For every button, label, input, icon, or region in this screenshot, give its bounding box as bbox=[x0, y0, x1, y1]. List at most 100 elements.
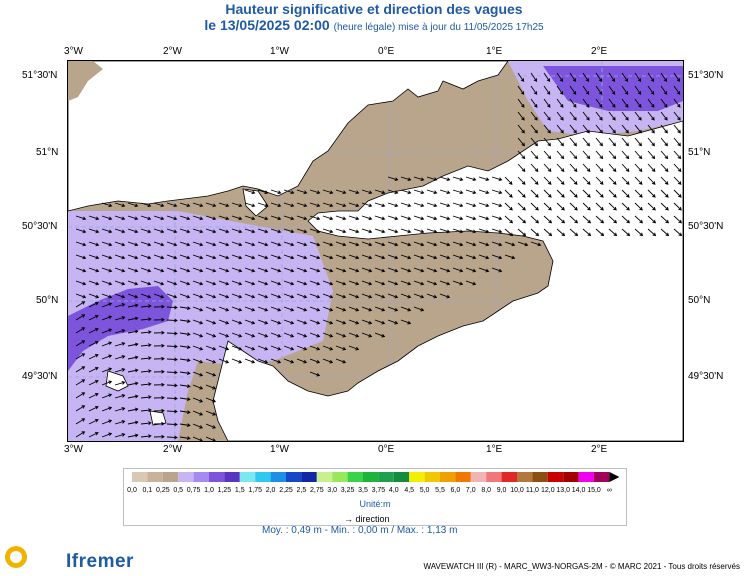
scale-level-label: 6,0 bbox=[450, 487, 461, 494]
lat-label-left: 50°N bbox=[36, 295, 59, 306]
wave-direction-arrow bbox=[244, 228, 256, 234]
wave-height-map[interactable] bbox=[67, 60, 684, 442]
wave-direction-arrow bbox=[439, 241, 451, 247]
wave-direction-arrow bbox=[673, 150, 682, 160]
wave-direction-arrow bbox=[296, 345, 308, 351]
wave-direction-arrow bbox=[647, 98, 655, 108]
wave-direction-arrow bbox=[634, 98, 642, 108]
wave-direction-arrow bbox=[426, 228, 438, 234]
wave-direction-arrow bbox=[127, 342, 139, 347]
wave-direction-arrow bbox=[426, 293, 438, 299]
lon-label-bottom: 2°W bbox=[163, 444, 182, 455]
map-title: Hauteur significative et direction des v… bbox=[225, 1, 523, 17]
wave-direction-arrow bbox=[400, 293, 412, 299]
wave-direction-arrow bbox=[257, 241, 269, 247]
wave-direction-arrow bbox=[101, 328, 113, 334]
wave-direction-arrow bbox=[478, 202, 490, 208]
scale-level-label: 8,0 bbox=[481, 487, 492, 494]
wave-direction-arrow bbox=[101, 228, 113, 234]
wave-direction-arrow bbox=[218, 306, 230, 312]
wave-direction-arrow bbox=[296, 215, 308, 221]
wave-direction-arrow bbox=[660, 150, 669, 160]
wave-direction-arrow bbox=[205, 332, 217, 338]
wave-direction-arrow bbox=[88, 405, 99, 412]
wave-direction-arrow bbox=[517, 72, 525, 83]
wave-direction-arrow bbox=[127, 355, 139, 360]
wave-direction-arrow bbox=[517, 228, 527, 237]
wave-direction-arrow bbox=[283, 358, 295, 364]
wave-direction-arrow bbox=[140, 241, 152, 247]
wave-direction-arrow bbox=[543, 215, 553, 224]
wave-direction-arrow bbox=[322, 254, 334, 260]
wave-direction-arrow bbox=[335, 202, 347, 208]
scale-level-label: 4,0 bbox=[388, 487, 399, 494]
wave-direction-arrow bbox=[114, 267, 126, 273]
wave-direction-arrow bbox=[595, 111, 603, 121]
scale-level-label: 11,0 bbox=[525, 487, 539, 494]
wave-direction-arrow bbox=[231, 345, 243, 351]
wave-direction-arrow bbox=[530, 215, 540, 224]
wave-direction-arrow bbox=[75, 293, 87, 299]
wave-direction-arrow bbox=[348, 228, 360, 234]
wave-direction-arrow bbox=[608, 202, 617, 211]
wave-direction-arrow bbox=[153, 434, 165, 439]
wave-direction-arrow bbox=[348, 189, 360, 195]
wave-direction-arrow bbox=[166, 305, 178, 310]
wave-direction-arrow bbox=[556, 215, 566, 224]
wave-direction-arrow bbox=[88, 431, 99, 438]
wave-direction-arrow bbox=[192, 267, 204, 273]
scale-level-label: 2,5 bbox=[296, 487, 307, 494]
wave-direction-arrow bbox=[309, 358, 321, 364]
wave-direction-arrow bbox=[140, 421, 152, 426]
wave-direction-arrow bbox=[543, 124, 551, 134]
lon-label-bottom: 1°W bbox=[270, 444, 289, 455]
wave-direction-arrow bbox=[465, 241, 477, 247]
wave-direction-arrow bbox=[634, 137, 642, 147]
wave-direction-arrow bbox=[647, 189, 656, 198]
wave-direction-arrow bbox=[114, 419, 126, 425]
color-swatch bbox=[563, 472, 579, 482]
wave-direction-arrow bbox=[647, 111, 655, 121]
wave-direction-arrow bbox=[452, 267, 464, 273]
wave-direction-arrow bbox=[296, 280, 308, 286]
wave-direction-arrow bbox=[231, 332, 243, 338]
lat-label-left: 51°N bbox=[36, 147, 59, 158]
wave-direction-arrow bbox=[413, 215, 425, 221]
lon-label-top: 2°W bbox=[163, 46, 182, 57]
wave-direction-arrow bbox=[400, 306, 412, 312]
wave-direction-arrow bbox=[361, 280, 373, 286]
wave-direction-arrow bbox=[309, 202, 321, 208]
wave-direction-arrow bbox=[75, 241, 87, 247]
wave-direction-arrow bbox=[101, 419, 113, 425]
wave-direction-arrow bbox=[504, 202, 513, 211]
wave-direction-arrow bbox=[322, 202, 334, 208]
wave-direction-arrow bbox=[465, 254, 477, 260]
wave-direction-arrow bbox=[205, 371, 217, 377]
wave-direction-arrow bbox=[374, 293, 386, 299]
wave-direction-arrow bbox=[491, 215, 503, 221]
wave-direction-arrow bbox=[244, 241, 256, 247]
wave-direction-arrow bbox=[205, 241, 217, 247]
wave-direction-arrow bbox=[218, 241, 230, 247]
wave-direction-arrow bbox=[218, 267, 230, 273]
wave-direction-arrow bbox=[517, 98, 525, 108]
wave-direction-arrow bbox=[556, 72, 564, 83]
wave-direction-arrow bbox=[231, 293, 243, 299]
wave-direction-arrow bbox=[88, 267, 100, 273]
wave-direction-arrow bbox=[205, 436, 216, 441]
wave-direction-arrow bbox=[283, 254, 295, 260]
wave-direction-arrow bbox=[595, 189, 604, 198]
wave-direction-arrow bbox=[205, 397, 217, 403]
wave-direction-arrow bbox=[647, 228, 657, 237]
wave-direction-arrow bbox=[218, 228, 230, 234]
wave-direction-arrow bbox=[387, 176, 399, 182]
scale-level-label: 9,0 bbox=[496, 487, 507, 494]
wave-direction-arrow bbox=[621, 176, 630, 185]
wave-direction-arrow bbox=[504, 241, 516, 247]
wave-direction-arrow bbox=[153, 241, 165, 247]
wave-direction-arrow bbox=[88, 228, 100, 234]
wave-direction-arrow bbox=[296, 267, 308, 273]
wave-direction-arrow bbox=[179, 332, 191, 337]
wave-direction-arrow bbox=[192, 202, 204, 208]
scale-level-label: 0,5 bbox=[173, 487, 184, 494]
